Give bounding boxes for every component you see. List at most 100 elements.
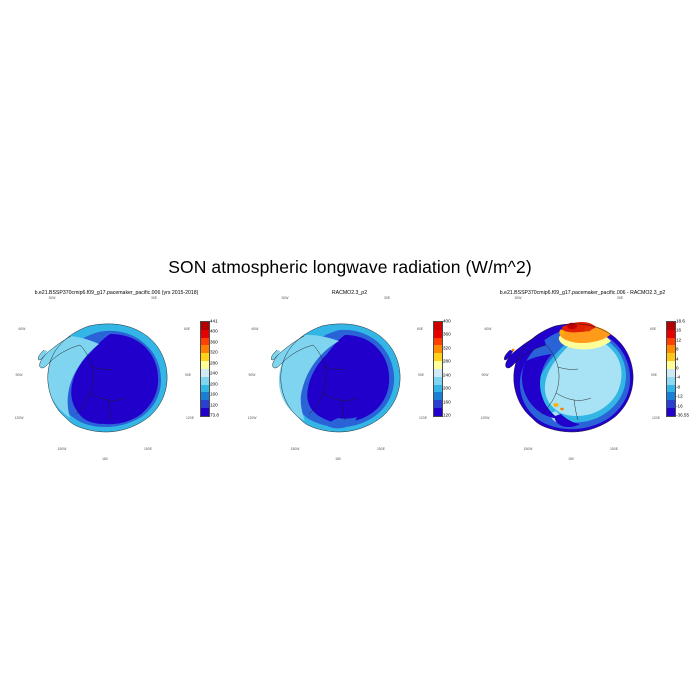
colorbar-swatch [434,361,442,369]
colorbar-swatch [201,392,209,401]
colorbar-swatch [434,322,442,330]
tick-left-middle: 90W [481,373,489,377]
colorbar-tick-label: 400 [210,328,218,334]
tick-bottom-center: 180 [102,457,108,461]
colorbar-tick-label: 240 [210,370,218,376]
tick-top-right: 30E [616,296,624,300]
colorbar-swatch [201,329,209,338]
panel-title: RACMO2.3_p2 [331,290,368,296]
coastal-cyan-band [38,336,99,418]
tick-left-middle: 90W [248,373,256,377]
colorbar-swatches [433,321,443,417]
colorbar-swatch [434,329,442,338]
colorbar-swatch [667,368,675,377]
tick-bottom-right: 150E [144,447,152,451]
map-plot [38,323,168,433]
panel-model: b.e21.BSSP370cmip6.f09_g17.pacemaker_pac… [0,290,233,461]
colorbar-swatch [201,345,209,354]
colorbar-tick-label: 320 [443,345,451,351]
colorbar-swatch [201,368,209,377]
map-antarctica-difference: 30W 30E 60W 90W 120W 60E 90E 120E 150W 1… [481,296,660,461]
colorbar-swatch [667,353,675,362]
colorbar-tick-label: 0 [676,365,679,371]
page-title: SON atmospheric longwave radiation (W/m^… [168,257,532,277]
colorbar-swatch [201,361,209,369]
colorbar-swatch [434,392,442,401]
colorbar-tick-label: -8 [676,384,681,390]
tick-top-right: 30E [383,296,391,300]
panel-title: b.e21.BSSP370cmip6.f09_g17.pacemaker_pac… [34,290,199,296]
tick-left-upper: 60W [18,327,26,331]
tick-bottom-center: 180 [335,457,341,461]
colorbar-tick-label: 200 [210,381,218,387]
colorbar-swatch [667,322,675,330]
map-plot [504,322,634,433]
colorbar-tick-label: 12 [676,337,682,343]
interior-darkblue-core [307,335,390,423]
colorbar-tick-label: 240 [443,372,451,378]
tick-left-upper: 60W [251,327,259,331]
colorbar-tick-label: 18.6 [676,318,685,324]
colorbar-swatches [666,321,676,417]
tick-top-right: 30E [150,296,158,300]
tick-right-middle: 90E [417,373,425,377]
colorbar-swatch [667,392,675,401]
colorbar-swatch [201,384,209,393]
west-negative-core [505,336,580,428]
interior-darkblue-core [71,334,159,425]
tick-right-middle: 90E [184,373,192,377]
colorbar-tick-label: 360 [443,331,451,337]
panel-title: b.e21.BSSP370cmip6.f09_g17.pacemaker_pac… [499,290,666,296]
tick-right-upper: 60E [649,327,657,331]
map-antarctica-racmo: 30W 30E 60W 90W 120W 60E 90E 120E 150W 1… [248,296,427,461]
colorbar-tick-label: 360 [210,339,218,345]
colorbar-tick-label: 320 [210,349,218,355]
tick-bottom-right: 150E [610,447,618,451]
coastline [271,323,401,433]
colorbar-swatch [201,376,209,385]
tick-right-lower: 120E [186,416,194,420]
colorbar-swatch [434,353,442,362]
colorbar-swatch [434,376,442,385]
tick-bottom-right: 150E [377,447,385,451]
colorbar-swatch [434,368,442,377]
colorbar-tick-label: 120 [210,402,218,408]
colorbar-swatch [201,337,209,346]
coastline [504,323,634,433]
tick-left-lower: 120W [14,416,24,420]
colorbar-swatch [201,408,209,416]
coastline [38,323,168,433]
colorbar-tick-label: 8 [676,346,679,352]
tick-bottom-left: 150W [290,447,300,451]
map-plot [271,323,401,433]
colorbar-swatch [667,329,675,338]
colorbar-tick-label: 73.8 [210,412,219,418]
map-antarctica-model: 30W 30E 60W 90W 120W 60E 90E 120E 150W 1… [15,296,194,461]
tick-left-lower: 120W [247,416,257,420]
tick-bottom-center: 180 [568,457,574,461]
tick-right-middle: 90E [650,373,658,377]
colorbar-swatch [434,337,442,346]
colorbar-swatch [667,408,675,416]
colorbar-tick-label: -4 [676,374,681,380]
colorbar-tick-label: 16 [676,327,682,333]
red-hotspot-band [559,322,596,334]
tick-right-upper: 60E [416,327,424,331]
colorbar-swatch [667,361,675,369]
colorbar-swatches [200,321,210,417]
colorbar-tick-label: 280 [210,360,218,366]
tick-left-middle: 90W [15,373,23,377]
panel-difference: b.e21.BSSP370cmip6.f09_g17.pacemaker_pac… [466,290,699,461]
coastal-cyan-band [271,335,357,429]
colorbar-tick-label: 200 [443,385,451,391]
colorbar-tick-label: 160 [210,391,218,397]
colorbar-tick-label: 160 [443,399,451,405]
colorbar-swatch [667,345,675,354]
colorbar-swatch [667,337,675,346]
tick-bottom-left: 150W [57,447,67,451]
colorbar-swatch [201,353,209,362]
colorbar-swatch [434,384,442,393]
colorbar-tick-label: -12 [676,393,683,399]
tick-top-left: 30W [281,296,289,300]
